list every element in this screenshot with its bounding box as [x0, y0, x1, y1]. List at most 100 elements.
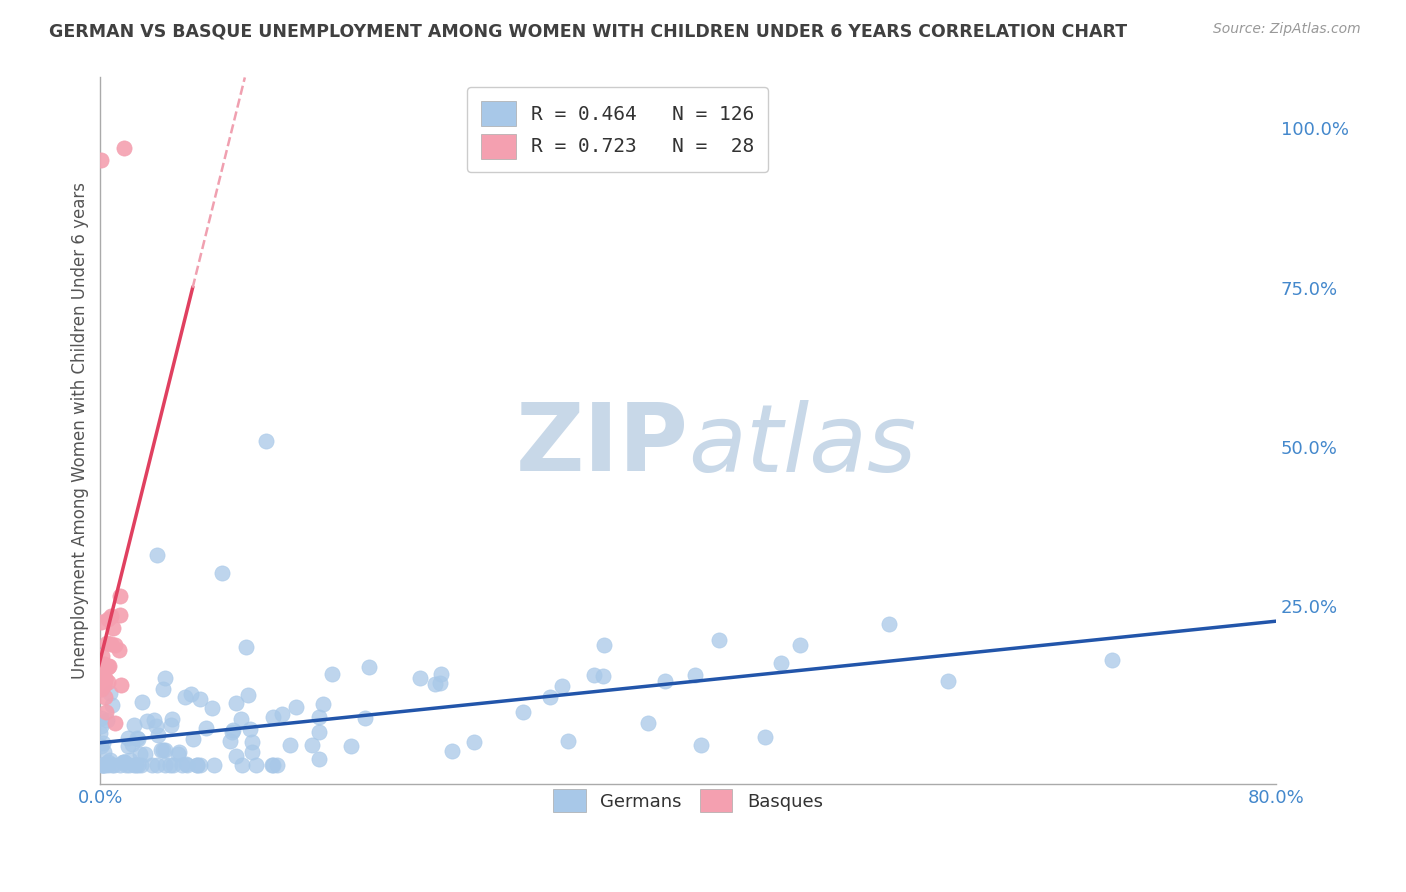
Point [221, 725, 243, 739]
Point [225, 749, 247, 764]
Point [159, 718, 181, 732]
Legend: Germans, Basques: Germans, Basques [541, 776, 835, 825]
Point [222, 723, 245, 738]
Point [93, 657, 115, 671]
Point [127, 758, 149, 772]
Point [308, 725, 330, 739]
Point [167, 744, 190, 758]
Point [94, 758, 117, 772]
Point [637, 716, 659, 731]
Point [131, 758, 153, 772]
Point [121, 737, 143, 751]
Point [93, 758, 115, 772]
Point [97, 659, 120, 673]
Text: ZIP: ZIP [515, 399, 688, 491]
Point [592, 638, 614, 652]
Point [174, 756, 197, 771]
Point [91, 736, 114, 750]
Point [97, 660, 120, 674]
Point [112, 140, 135, 154]
Point [159, 758, 181, 772]
Point [145, 719, 167, 733]
Point [110, 607, 132, 622]
Point [231, 758, 253, 772]
Point [94, 690, 117, 705]
Point [160, 712, 183, 726]
Point [877, 617, 900, 632]
Point [278, 738, 301, 752]
Point [551, 679, 574, 693]
Point [339, 739, 361, 753]
Point [285, 700, 308, 714]
Point [145, 548, 167, 562]
Point [685, 667, 707, 681]
Point [654, 673, 676, 688]
Point [111, 755, 134, 769]
Point [463, 735, 485, 749]
Point [153, 743, 176, 757]
Point [188, 758, 211, 772]
Point [425, 677, 447, 691]
Point [90, 758, 112, 772]
Point [180, 687, 202, 701]
Point [96, 713, 118, 727]
Point [101, 698, 124, 712]
Point [93, 745, 115, 759]
Point [98, 686, 121, 700]
Point [441, 744, 464, 758]
Point [124, 758, 146, 772]
Point [353, 711, 375, 725]
Point [91, 663, 114, 677]
Point [176, 758, 198, 772]
Point [707, 632, 730, 647]
Point [141, 758, 163, 772]
Point [110, 589, 132, 603]
Point [136, 714, 159, 729]
Point [219, 734, 242, 748]
Point [408, 671, 430, 685]
Y-axis label: Unemployment Among Women with Children Under 6 years: Unemployment Among Women with Children U… [72, 183, 89, 680]
Point [195, 721, 218, 735]
Point [301, 738, 323, 752]
Point [188, 692, 211, 706]
Point [110, 677, 132, 691]
Point [97, 758, 120, 772]
Point [201, 700, 224, 714]
Point [97, 674, 120, 689]
Point [239, 722, 262, 736]
Point [125, 731, 148, 745]
Point [592, 669, 614, 683]
Point [149, 743, 172, 757]
Point [186, 758, 208, 772]
Text: Source: ZipAtlas.com: Source: ZipAtlas.com [1213, 22, 1361, 37]
Point [155, 758, 177, 772]
Point [143, 713, 166, 727]
Point [100, 609, 122, 624]
Point [429, 675, 451, 690]
Point [146, 758, 169, 772]
Point [97, 756, 120, 770]
Point [231, 712, 253, 726]
Point [167, 747, 190, 762]
Point [308, 752, 330, 766]
Point [152, 743, 174, 757]
Point [235, 640, 257, 654]
Point [98, 753, 121, 767]
Point [540, 690, 562, 704]
Point [94, 671, 117, 685]
Point [225, 696, 247, 710]
Point [89, 726, 111, 740]
Point [96, 635, 118, 649]
Point [754, 731, 776, 745]
Point [512, 706, 534, 720]
Point [211, 566, 233, 580]
Point [262, 710, 284, 724]
Point [103, 758, 125, 772]
Point [103, 621, 125, 635]
Point [583, 668, 606, 682]
Point [359, 659, 381, 673]
Point [90, 658, 112, 673]
Point [240, 745, 263, 759]
Point [104, 715, 127, 730]
Text: GERMAN VS BASQUE UNEMPLOYMENT AMONG WOMEN WITH CHILDREN UNDER 6 YEARS CORRELATIO: GERMAN VS BASQUE UNEMPLOYMENT AMONG WOME… [49, 22, 1128, 40]
